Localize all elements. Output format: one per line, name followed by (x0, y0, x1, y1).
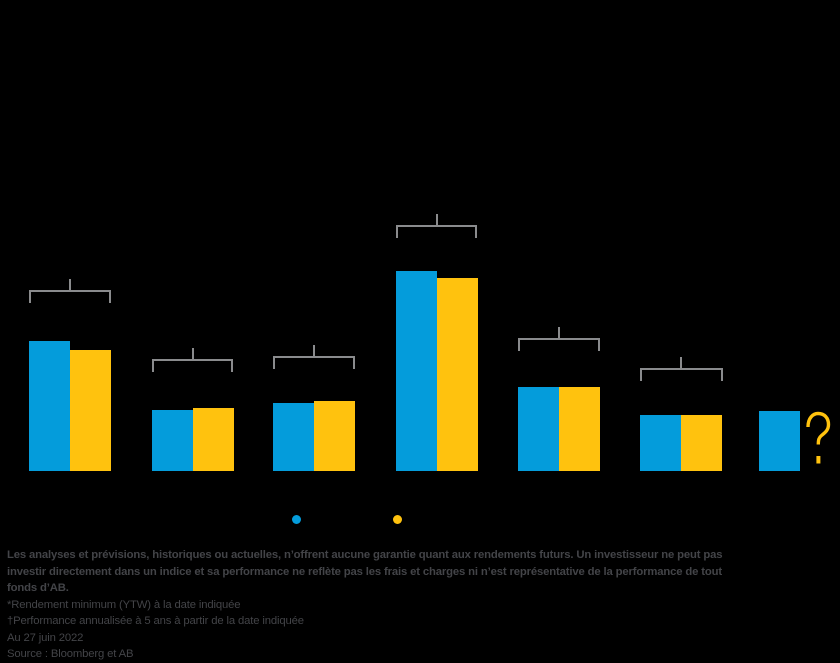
bracket-horizontal-group-2 (152, 359, 233, 361)
bracket-center-tick-group-5 (558, 327, 560, 338)
bar-blue-group-6 (640, 415, 681, 471)
bracket-horizontal-group-5 (518, 338, 600, 340)
bracket-left-end-group-1 (29, 290, 31, 303)
question-mark-hook (806, 411, 831, 445)
disclaimer-line-3: fonds d’AB. (7, 582, 69, 594)
bar-blue-group-7 (759, 411, 800, 471)
question-mark-dot (816, 456, 821, 464)
bar-blue-group-4 (396, 271, 437, 471)
bracket-center-tick-group-3 (313, 345, 315, 356)
bracket-horizontal-group-1 (29, 290, 111, 292)
bar-yellow-group-4 (437, 278, 478, 471)
bar-yellow-group-2 (193, 408, 234, 471)
bracket-right-end-group-6 (721, 368, 723, 381)
footnote-performance-annualisee: †Performance annualisée à 5 ans à partir… (7, 615, 304, 627)
bar-yellow-group-1 (70, 350, 111, 471)
bracket-right-end-group-2 (231, 359, 233, 372)
bracket-left-end-group-2 (152, 359, 154, 372)
bar-blue-group-2 (152, 410, 193, 471)
legend-dot-yellow (392, 514, 402, 524)
bar-yellow-group-3 (314, 401, 355, 471)
bracket-horizontal-group-4 (396, 225, 477, 227)
bracket-right-end-group-1 (109, 290, 111, 303)
bracket-left-end-group-5 (518, 338, 520, 351)
footnote-source: Source : Bloomberg et AB (7, 648, 134, 660)
bracket-left-end-group-4 (396, 225, 398, 238)
bracket-horizontal-group-3 (273, 356, 355, 358)
bar-blue-group-5 (518, 387, 559, 471)
bar-yellow-group-6 (681, 415, 722, 471)
footnote-as-of-date: Au 27 juin 2022 (7, 631, 84, 644)
bar-blue-group-1 (29, 341, 70, 471)
disclaimer-line-2: investir directement dans un indice et s… (7, 565, 722, 578)
footnote-rendement-minimum: *Rendement minimum (YTW) à la date indiq… (7, 598, 241, 611)
bracket-left-end-group-6 (640, 368, 642, 381)
bracket-horizontal-group-6 (640, 368, 723, 370)
bracket-right-end-group-4 (475, 225, 477, 238)
bracket-center-tick-group-6 (680, 357, 682, 368)
bar-blue-group-3 (273, 403, 314, 471)
question-mark-icon (806, 411, 831, 464)
disclaimer-line-1: Les analyses et prévisions, historiques … (7, 549, 723, 561)
legend-dot-blue (291, 514, 301, 524)
bracket-center-tick-group-2 (192, 348, 194, 359)
footer-text-block: Les analyses et prévisions, historiques … (7, 547, 723, 663)
bracket-right-end-group-3 (353, 356, 355, 369)
bracket-left-end-group-3 (273, 356, 275, 369)
bracket-center-tick-group-4 (436, 214, 438, 225)
bracket-right-end-group-5 (598, 338, 600, 351)
bar-yellow-group-5 (559, 387, 600, 471)
bracket-center-tick-group-1 (69, 279, 71, 290)
